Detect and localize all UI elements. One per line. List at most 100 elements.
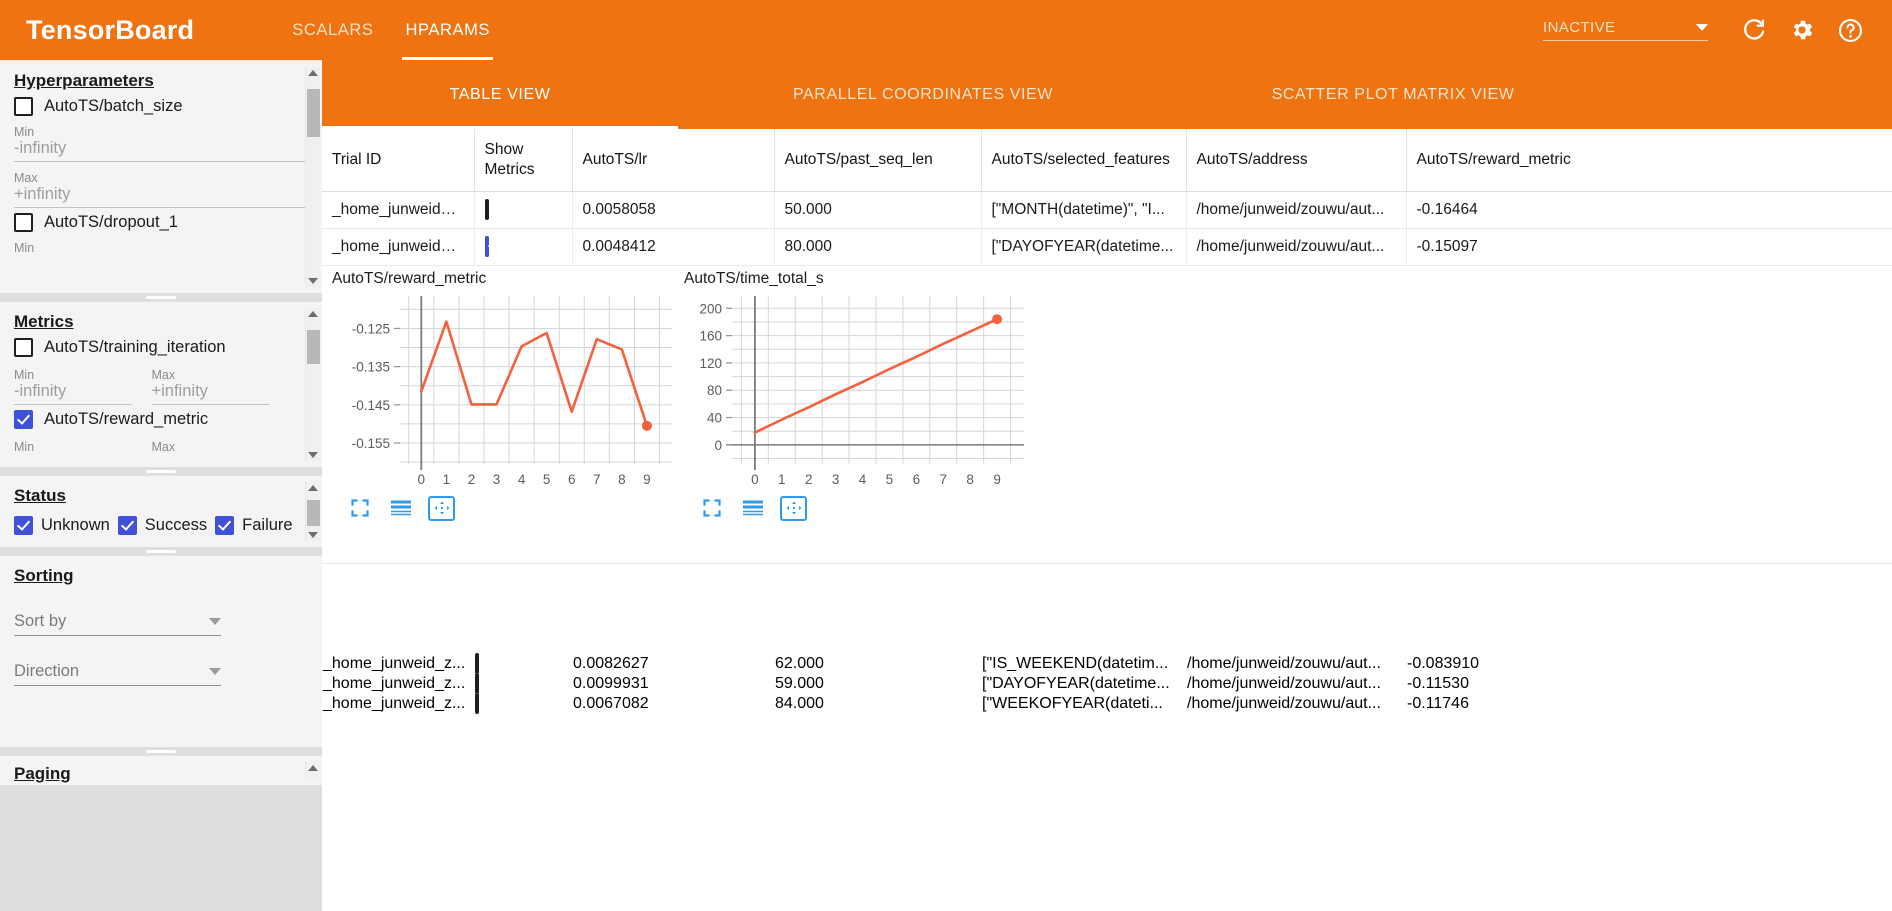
pan-icon[interactable] [780,495,807,521]
tab-parallel-coordinates-view[interactable]: PARALLEL COORDINATES VIEW [792,86,1054,103]
panel-resize-grip[interactable] [0,547,322,555]
batch-size-max-input[interactable]: +infinity [14,185,308,208]
column-header-lr[interactable]: AutoTS/lr [572,129,775,192]
panel-resize-grip[interactable] [0,293,322,301]
svg-text:120: 120 [699,355,722,370]
checkbox-icon[interactable] [215,516,235,535]
scrollbar-thumb[interactable] [307,500,320,526]
help-icon[interactable] [1833,13,1867,47]
cell-show-metrics[interactable] [474,652,572,674]
svg-text:3: 3 [493,472,501,487]
cell-show-metrics[interactable] [474,672,572,694]
checkbox-icon[interactable] [484,235,489,257]
svg-text:0: 0 [714,437,722,452]
scroll-up-icon[interactable] [308,311,318,317]
tab-scatter-plot-matrix-view[interactable]: SCATTER PLOT MATRIX VIEW [1271,86,1515,103]
checkbox-icon[interactable] [14,516,33,535]
column-header-past-seq-len[interactable]: AutoTS/past_seq_len [774,129,982,192]
table-row[interactable]: _home_junweid_z... 0.0099931 59.000 ["DA… [322,672,1892,694]
panel-resize-grip[interactable] [0,747,322,755]
fullscreen-icon[interactable] [346,496,373,521]
column-header-reward-metric[interactable]: AutoTS/reward_metric [1406,129,1892,192]
checkbox-icon[interactable] [14,410,33,429]
table-row[interactable]: _home_junweid_z... 0.0082627 62.000 ["IS… [322,652,1892,674]
table-row[interactable]: _home_junweid_z... 0.0048412 80.000 ["DA… [322,228,1892,266]
direction-placeholder: Direction [14,662,80,680]
cell-show-metrics[interactable] [474,692,572,714]
cell-selected-features: ["WEEKOFYEAR(dateti... [982,694,1163,712]
chart-area-spacer [322,563,1892,654]
scroll-down-icon[interactable] [308,278,318,284]
hyperparameters-scrollbar[interactable] [305,67,320,287]
left-sidebar: Hyperparameters AutoTS/batch_size Min -i… [0,60,322,911]
checkbox-icon[interactable] [117,516,137,535]
training-iteration-max-input[interactable]: +infinity [151,382,269,405]
cell-lr: 0.0058058 [572,191,775,229]
checkbox-icon[interactable] [475,692,479,714]
topnav-item-scalars[interactable]: SCALARS [292,21,374,39]
checkbox-icon[interactable] [475,652,479,674]
cell-show-metrics[interactable] [474,228,573,266]
status-title: Status [14,486,66,505]
metric-item-reward-metric[interactable]: AutoTS/reward_metric [14,410,308,429]
sort-by-select[interactable]: Sort by [14,612,221,636]
column-header-address[interactable]: AutoTS/address [1186,129,1407,192]
checkbox-icon[interactable] [14,97,33,116]
gear-icon[interactable] [1785,13,1819,47]
tab-table-view[interactable]: TABLE VIEW [322,60,678,129]
sorting-title: Sorting [14,566,74,585]
hparam-item-batch-size[interactable]: AutoTS/batch_size [14,97,308,116]
status-item-failure[interactable]: Failure [215,516,293,535]
checkbox-icon[interactable] [484,198,489,220]
svg-text:160: 160 [699,328,722,343]
table-row[interactable]: _home_junweid_z... 0.0058058 50.000 ["MO… [322,191,1892,229]
status-scrollbar[interactable] [305,482,320,541]
checkbox-icon[interactable] [14,213,33,232]
reward-metric-line-chart[interactable]: -0.125 -0.135 -0.145 -0.155 0 1 2 3 4 5 6 7 8 9 [328,290,676,490]
pan-icon[interactable] [428,495,455,521]
svg-text:7: 7 [593,472,601,487]
checkbox-icon[interactable] [14,338,33,357]
metric-item-training-iteration[interactable]: AutoTS/training_iteration [14,338,308,357]
refresh-icon[interactable] [1737,13,1771,47]
panel-resize-grip[interactable] [0,467,322,475]
column-header-trial-id[interactable]: Trial ID [322,129,475,192]
scrollbar-thumb[interactable] [307,330,320,364]
lines-icon[interactable] [739,496,766,521]
scroll-up-icon[interactable] [308,765,318,771]
scrollbar-thumb[interactable] [307,89,320,137]
hparam-item-dropout-1[interactable]: AutoTS/dropout_1 [14,213,308,232]
status-item-success[interactable]: Success [117,516,207,535]
scroll-up-icon[interactable] [308,70,318,76]
metrics-scrollbar[interactable] [305,308,320,461]
direction-select[interactable]: Direction [14,662,221,686]
svg-text:-0.125: -0.125 [352,321,390,336]
topnav-item-hparams[interactable]: HPARAMS [389,0,506,60]
max-label: Max [151,440,176,454]
training-iteration-min-input[interactable]: -infinity [14,382,132,405]
cell-selected-features: ["DAYOFYEAR(datetime... [981,228,1187,266]
scroll-down-icon[interactable] [308,452,318,458]
column-header-selected-features[interactable]: AutoTS/selected_features [981,129,1187,192]
paging-title: Paging [14,764,71,783]
lines-icon[interactable] [387,496,414,521]
paging-scrollbar[interactable] [305,762,320,779]
scroll-down-icon[interactable] [308,532,318,538]
column-header-show-metrics[interactable]: Show Metrics [474,129,573,192]
svg-text:6: 6 [568,472,576,487]
svg-text:1: 1 [443,472,451,487]
table-row[interactable]: _home_junweid_z... 0.0067082 84.000 ["WE… [322,692,1892,714]
time-total-s-line-chart[interactable]: 200 160 120 80 40 0 0 1 2 3 4 5 6 7 8 9 [680,290,1028,490]
fullscreen-icon[interactable] [698,496,725,521]
batch-size-min-input[interactable]: -infinity [14,139,308,162]
svg-text:-0.145: -0.145 [352,397,390,412]
cell-show-metrics[interactable] [474,191,573,229]
status-item-unknown[interactable]: Unknown [14,516,110,535]
cell-reward-metric: -0.11746 [1407,694,1469,712]
view-tab-bar: TABLE VIEW PARALLEL COORDINATES VIEW SCA… [322,60,1892,129]
scroll-up-icon[interactable] [308,485,318,491]
checkbox-icon[interactable] [475,672,479,694]
run-status-select[interactable]: INACTIVE [1543,19,1708,41]
svg-text:2: 2 [468,472,476,487]
chart-toolbar [698,495,1028,521]
